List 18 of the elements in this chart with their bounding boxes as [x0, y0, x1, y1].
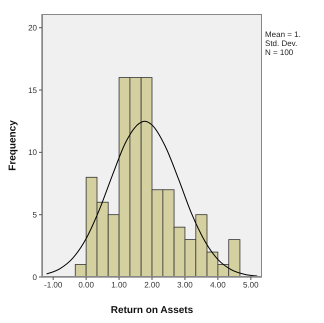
x-tick-label: 1.00	[111, 280, 128, 290]
y-tick-label: 20	[28, 24, 38, 33]
text: N = 100	[265, 48, 294, 57]
y-axis-title: Frequency	[8, 120, 19, 171]
x-tick-label: 0.00	[78, 280, 94, 290]
x-tick-label: 4.00	[210, 280, 226, 290]
text: Mean = 1.	[265, 30, 301, 39]
x-tick-label: 2.00	[144, 280, 160, 290]
x-tick-label: 3.00	[177, 280, 194, 290]
x-axis-title: Return on Assets	[110, 305, 194, 316]
x-tick-label: 5.00	[243, 280, 260, 290]
line-series	[46, 120, 258, 277]
y-tick-label: 10	[28, 148, 38, 158]
text: Std. Dev.	[265, 39, 298, 48]
y-tick-label: 5	[32, 210, 38, 220]
y-tick-label: 0	[32, 272, 38, 282]
y-tick-label: 15	[28, 86, 38, 95]
x-tick-label: -1.00	[44, 280, 63, 290]
